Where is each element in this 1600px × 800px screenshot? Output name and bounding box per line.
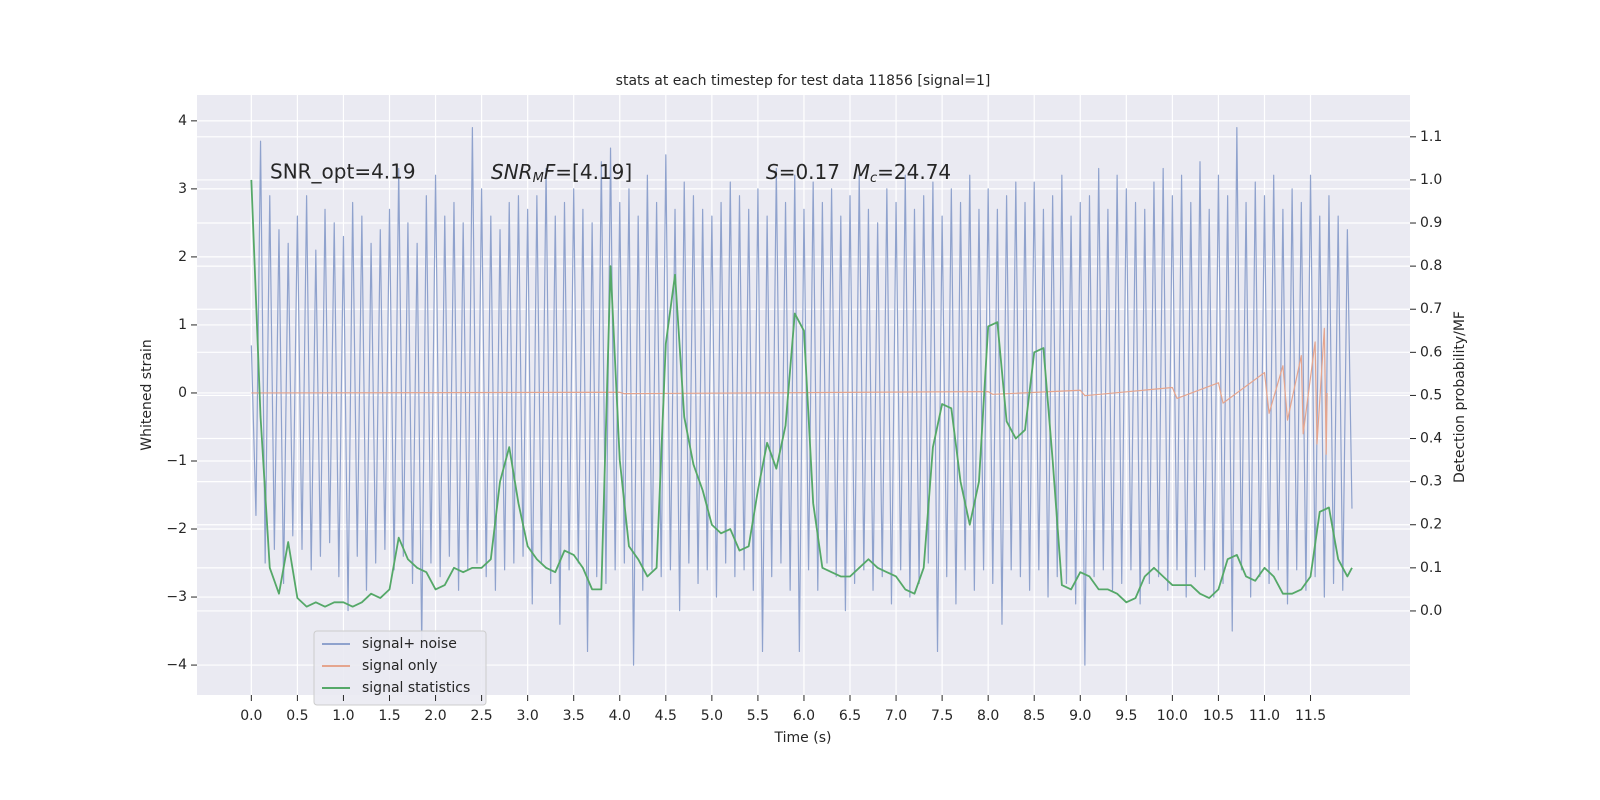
annotation-part: c xyxy=(870,171,877,186)
y-tick-label: 0 xyxy=(178,385,187,401)
x-tick-label: 0.5 xyxy=(286,708,308,724)
y2-tick-label: 0.7 xyxy=(1420,301,1442,317)
legend-label: signal statistics xyxy=(362,680,470,696)
annotation: SNR_opt=4.19 xyxy=(270,160,416,184)
y-tick-label: 4 xyxy=(178,113,187,129)
x-tick-label: 9.5 xyxy=(1115,708,1137,724)
series-line xyxy=(250,179,1353,608)
y2-tick-label: 0.5 xyxy=(1420,387,1442,403)
x-tick-label: 5.5 xyxy=(747,708,769,724)
x-tick-label: 1.0 xyxy=(332,708,354,724)
x-tick-label: 11.5 xyxy=(1295,708,1326,724)
y2-tick-label: 0.9 xyxy=(1420,215,1442,231)
x-tick-label: 8.0 xyxy=(977,708,999,724)
x-tick-label: 11.0 xyxy=(1249,708,1280,724)
x-tick-label: 4.5 xyxy=(655,708,677,724)
x-axis-label: Time (s) xyxy=(774,730,832,746)
x-tick-label: 3.0 xyxy=(517,708,539,724)
y2-tick-label: 0.4 xyxy=(1420,431,1442,447)
y-tick-label: −1 xyxy=(166,453,187,469)
y2-tick-label: 1.0 xyxy=(1420,172,1442,188)
chart-title: stats at each timestep for test data 118… xyxy=(616,73,991,89)
x-tick-label: 7.5 xyxy=(931,708,953,724)
series-line xyxy=(251,327,1328,455)
annotation-part: =[4.19] xyxy=(555,160,632,184)
y-axis-label: Whitened strain xyxy=(139,339,155,450)
y2-tick-label: 0.2 xyxy=(1420,517,1442,533)
x-tick-label: 10.5 xyxy=(1203,708,1234,724)
legend-label: signal only xyxy=(362,658,437,674)
y2-tick-label: 0.0 xyxy=(1420,603,1442,619)
annotation: SNRMF=[4.19] xyxy=(491,160,632,186)
x-tick-label: 2.0 xyxy=(424,708,446,724)
x-tick-label: 0.0 xyxy=(240,708,262,724)
y2-tick-label: 0.1 xyxy=(1420,560,1442,576)
y2-tick-label: 1.1 xyxy=(1420,129,1442,145)
x-tick-label: 3.5 xyxy=(563,708,585,724)
annotation-part: =24.74 xyxy=(877,160,951,184)
y-tick-label: 3 xyxy=(178,181,187,197)
annotation-part: =0.17 xyxy=(779,160,853,184)
x-tick-label: 5.0 xyxy=(701,708,723,724)
y2-tick-label: 0.8 xyxy=(1420,258,1442,274)
y2-axis-label: Detection probability/MF xyxy=(1452,311,1468,483)
annotation-part: M xyxy=(533,171,544,186)
annotation-part: SNR xyxy=(491,160,533,184)
annotation-part: M xyxy=(853,160,870,184)
x-tick-label: 4.0 xyxy=(609,708,631,724)
annotation-part: F xyxy=(544,160,556,184)
annotation-part: S xyxy=(766,160,779,184)
y-tick-label: −3 xyxy=(166,589,187,605)
x-tick-label: 6.0 xyxy=(793,708,815,724)
annotation: S=0.17 Mc=24.74 xyxy=(766,160,951,186)
y2-tick-label: 0.6 xyxy=(1420,344,1442,360)
series-line xyxy=(250,127,1353,666)
x-tick-label: 6.5 xyxy=(839,708,861,724)
y-tick-label: 2 xyxy=(178,249,187,265)
y2-tick-label: 0.3 xyxy=(1420,474,1442,490)
x-tick-label: 9.0 xyxy=(1069,708,1091,724)
y-tick-label: 1 xyxy=(178,317,187,333)
x-tick-label: 1.5 xyxy=(378,708,400,724)
x-tick-label: 7.0 xyxy=(885,708,907,724)
x-tick-label: 10.0 xyxy=(1157,708,1188,724)
legend-label: signal+ noise xyxy=(362,636,457,652)
x-tick-label: 8.5 xyxy=(1023,708,1045,724)
legend-box xyxy=(313,630,487,706)
y-tick-label: −2 xyxy=(166,521,187,537)
x-tick-label: 2.5 xyxy=(470,708,492,724)
y-tick-label: −4 xyxy=(166,657,187,673)
